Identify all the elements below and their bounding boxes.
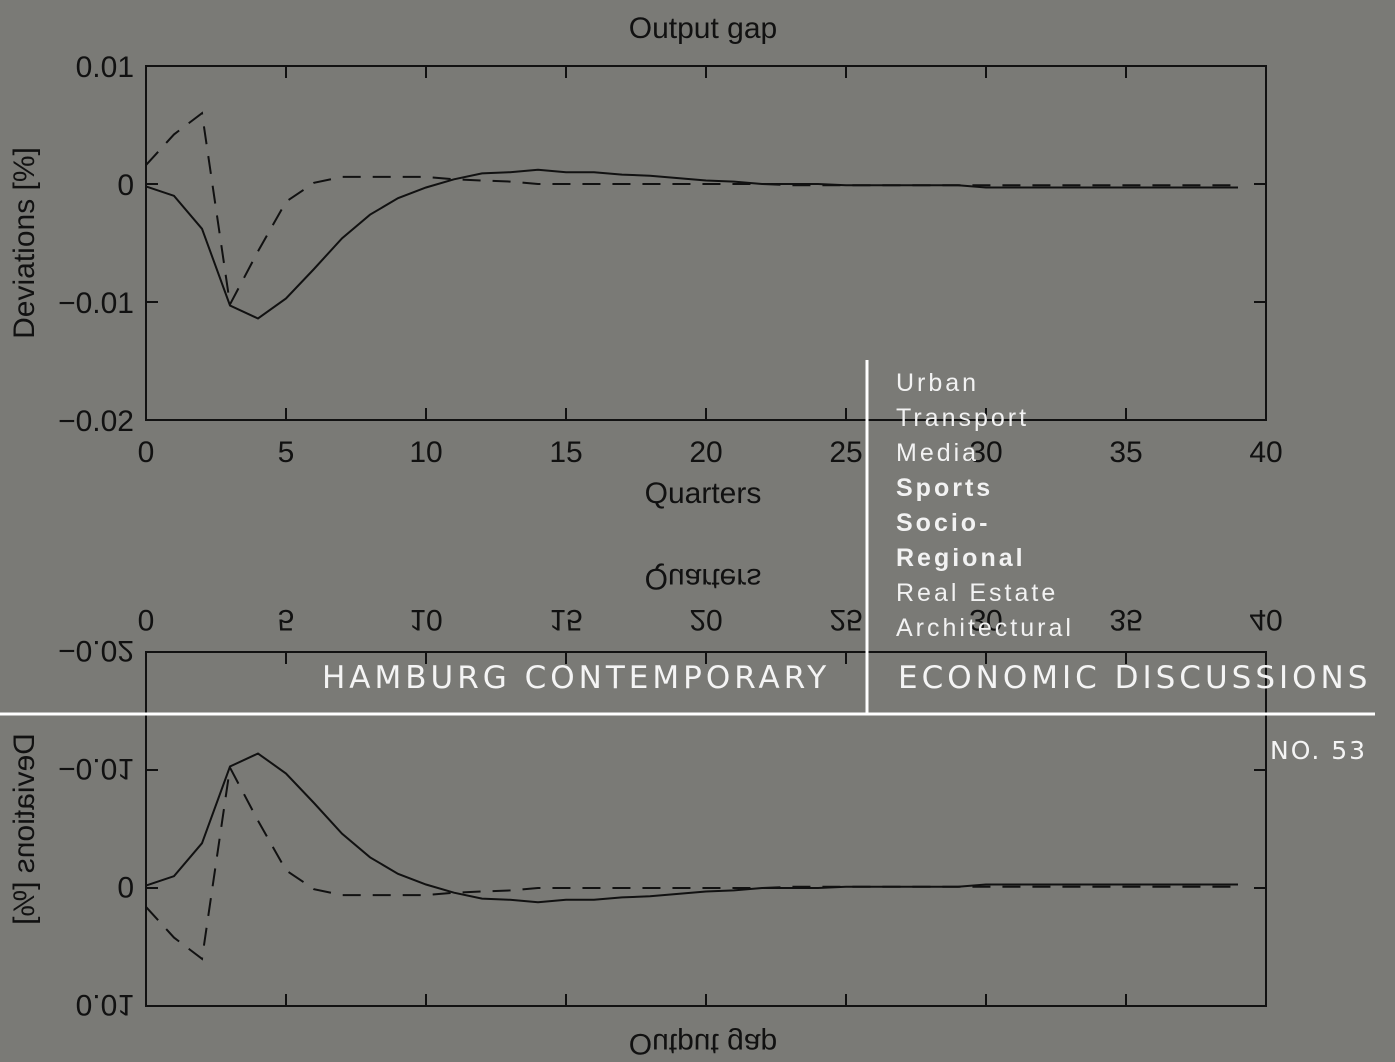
series-topic: Transport xyxy=(896,404,1030,432)
x-tick-label: 40 xyxy=(1249,436,1282,469)
y-axis-label: Deviations [%] xyxy=(8,147,41,339)
mirror-x-tick-label: 10 xyxy=(409,603,442,636)
mirror-y-tick-label: −0.01 xyxy=(58,752,134,785)
y-tick-label: −0.02 xyxy=(58,405,134,438)
series-topic: Real Estate xyxy=(896,579,1059,607)
x-tick-label: 5 xyxy=(278,436,295,469)
x-tick-label: 15 xyxy=(549,436,582,469)
series-line-dashed xyxy=(145,764,1238,961)
mirror-title: Output gap xyxy=(629,1027,777,1060)
chart-title: Output gap xyxy=(629,12,777,45)
mirror-y-ticks: 0.01 0 −0.01 −0.02 xyxy=(58,634,1266,1021)
mirror-y-tick-label: −0.02 xyxy=(58,634,134,667)
mirror-x-tick-label: 25 xyxy=(829,603,862,636)
series-topics-list: Urban Transport Media Sports Socio- Regi… xyxy=(896,366,1074,646)
banner-hamburg-contemporary: HAMBURG CONTEMPORARY xyxy=(322,660,831,696)
mirror-series-lines xyxy=(145,752,1238,961)
series-line-solid xyxy=(145,168,1238,320)
plot-frame xyxy=(145,65,1267,421)
mirror-plot-frame xyxy=(145,651,1267,1007)
mirror-x-tick-label: 15 xyxy=(549,603,582,636)
series-topic: Architectural xyxy=(896,614,1074,642)
x-tick-label: 25 xyxy=(829,436,862,469)
banner-economic-discussions: ECONOMIC DISCUSSIONS xyxy=(898,660,1372,696)
x-tick-label: 10 xyxy=(409,436,442,469)
x-tick-label: 0 xyxy=(138,436,155,469)
mirror-x-tick-label: 35 xyxy=(1109,603,1142,636)
x-ticks: 0 5 10 15 20 25 30 35 40 xyxy=(138,66,1283,469)
series-topic: Sports xyxy=(896,474,994,502)
mirror-y-tick-label: 0 xyxy=(117,870,134,903)
mirror-y-tick-label: 0.01 xyxy=(76,988,134,1021)
mirror-ylabel: Deviations [%] xyxy=(8,733,41,925)
series-line-solid xyxy=(145,752,1238,904)
mirror-x-tick-label: 0 xyxy=(138,603,155,636)
output-gap-chart: Output gap 0 5 10 15 20 25 30 35 40 0.01 0 −0.01 −0… xyxy=(8,12,1283,510)
mirrored-chart-reflection: 0 5 10 15 20 25 30 35 40 0.01 0 −0.01 −0.02 Output … xyxy=(8,562,1283,1060)
x-tick-label: 20 xyxy=(689,436,722,469)
x-tick-label: 30 xyxy=(969,436,1002,469)
mirror-x-tick-label: 40 xyxy=(1249,603,1282,636)
mirror-xlabel: Quarters xyxy=(645,562,762,595)
mirror-x-ticks: 0 5 10 15 20 25 30 35 40 xyxy=(138,603,1283,1006)
x-axis-label: Quarters xyxy=(645,477,762,510)
issue-number: NO. 53 xyxy=(1270,736,1368,765)
y-tick-label: 0 xyxy=(117,169,134,202)
series-topic: Socio- xyxy=(896,509,991,537)
series-topic: Urban xyxy=(896,369,980,397)
mirror-x-tick-label: 5 xyxy=(278,603,295,636)
x-tick-label: 35 xyxy=(1109,436,1142,469)
mirror-x-tick-label: 30 xyxy=(969,603,1002,636)
y-tick-label: 0.01 xyxy=(76,51,134,84)
mirror-x-tick-label: 20 xyxy=(689,603,722,636)
series-topic: Media xyxy=(896,439,980,467)
y-ticks: 0.01 0 −0.01 −0.02 xyxy=(58,51,1266,438)
series-lines xyxy=(145,111,1238,320)
series-line-dashed xyxy=(145,111,1238,308)
series-topic: Regional xyxy=(896,544,1026,572)
y-tick-label: −0.01 xyxy=(58,287,134,320)
